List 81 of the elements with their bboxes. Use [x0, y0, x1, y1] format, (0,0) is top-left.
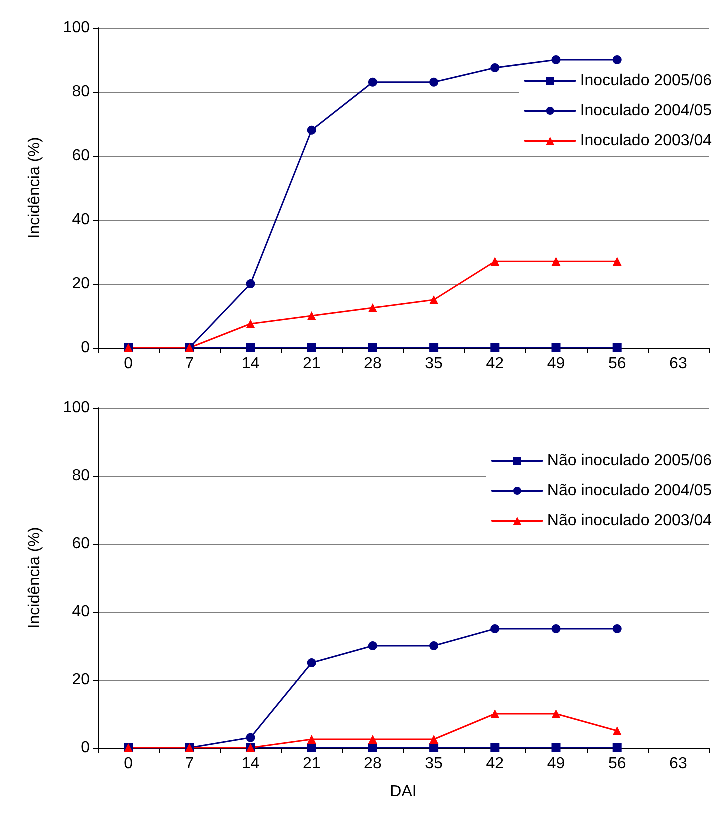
x-tick-label: 14: [242, 356, 260, 372]
point: [430, 642, 439, 650]
point: [612, 56, 622, 64]
x-axis-title: DAI: [390, 784, 417, 800]
x-tick-label: 21: [302, 356, 321, 372]
point: [552, 257, 561, 266]
point: [612, 744, 622, 752]
x-tick-label: 21: [302, 756, 321, 772]
legend-label: Não inoculado 2005/06: [547, 452, 712, 470]
point: [246, 733, 256, 742]
point: [246, 344, 256, 352]
point: [307, 744, 316, 752]
legend-label: Inoculado 2004/05: [580, 102, 712, 120]
point: [552, 744, 561, 752]
x-tick-label: 63: [670, 756, 688, 772]
x-tick-label: 7: [185, 756, 194, 772]
x-tick-label: 28: [364, 756, 382, 772]
point: [368, 344, 378, 352]
point: [490, 64, 500, 72]
legend-label: Inoculado 2003/04: [580, 132, 712, 150]
point: [612, 726, 622, 736]
x-tick-label: 63: [670, 356, 688, 372]
point: [246, 280, 256, 288]
y-axis-title: Incidência (%): [26, 527, 44, 629]
point: [552, 56, 561, 64]
point: [307, 735, 316, 744]
y-tick-label: 100: [63, 400, 90, 416]
point: [307, 344, 316, 352]
point: [552, 624, 561, 634]
point: [368, 78, 378, 87]
x-tick-label: 28: [364, 356, 382, 372]
x-tick-label: 49: [547, 356, 566, 372]
x-tick-label: 14: [242, 756, 260, 772]
y-tick-label: 0: [81, 340, 90, 356]
point: [552, 344, 561, 352]
legend-label: Não inoculado 2004/05: [547, 482, 712, 500]
point: [490, 744, 500, 752]
x-tick-label: 0: [124, 356, 134, 372]
point: [490, 257, 500, 266]
point: [490, 710, 500, 718]
y-tick-label: 20: [72, 672, 90, 688]
y-axis-title: Incidência (%): [26, 137, 44, 239]
point: [246, 320, 256, 328]
point: [368, 642, 378, 650]
y-tick-label: 0: [81, 740, 90, 756]
point: [430, 78, 439, 87]
y-tick-label: 60: [72, 536, 90, 552]
point: [368, 735, 378, 744]
y-tick-label: 60: [72, 148, 90, 164]
y-tick-label: 80: [72, 84, 90, 100]
point: [612, 344, 622, 352]
point: [307, 126, 316, 135]
x-tick-label: 7: [185, 356, 194, 372]
y-tick-label: 80: [72, 468, 90, 484]
x-tick-label: 56: [608, 356, 626, 372]
point: [368, 304, 378, 312]
point: [612, 257, 622, 266]
point: [552, 710, 561, 718]
point: [307, 658, 316, 668]
point: [490, 344, 500, 352]
point: [612, 624, 622, 634]
x-tick-label: 0: [124, 756, 134, 772]
point: [430, 744, 439, 752]
legend-label: Inoculado 2005/06: [580, 72, 712, 90]
x-tick-label: 49: [547, 756, 566, 772]
point: [307, 312, 316, 320]
point: [430, 296, 439, 304]
point: [430, 735, 439, 744]
x-tick-label: 42: [486, 756, 504, 772]
x-tick-label: 42: [486, 356, 504, 372]
y-tick-label: 40: [72, 604, 90, 620]
point: [490, 624, 500, 634]
y-tick-label: 20: [72, 276, 90, 292]
point: [430, 344, 439, 352]
x-tick-label: 56: [608, 756, 626, 772]
y-tick-label: 40: [72, 212, 90, 228]
x-tick-label: 35: [425, 356, 444, 372]
legend-label: Não inoculado 2003/04: [547, 512, 712, 530]
x-tick-label: 35: [425, 756, 444, 772]
y-tick-label: 100: [63, 20, 90, 36]
point: [368, 744, 378, 752]
